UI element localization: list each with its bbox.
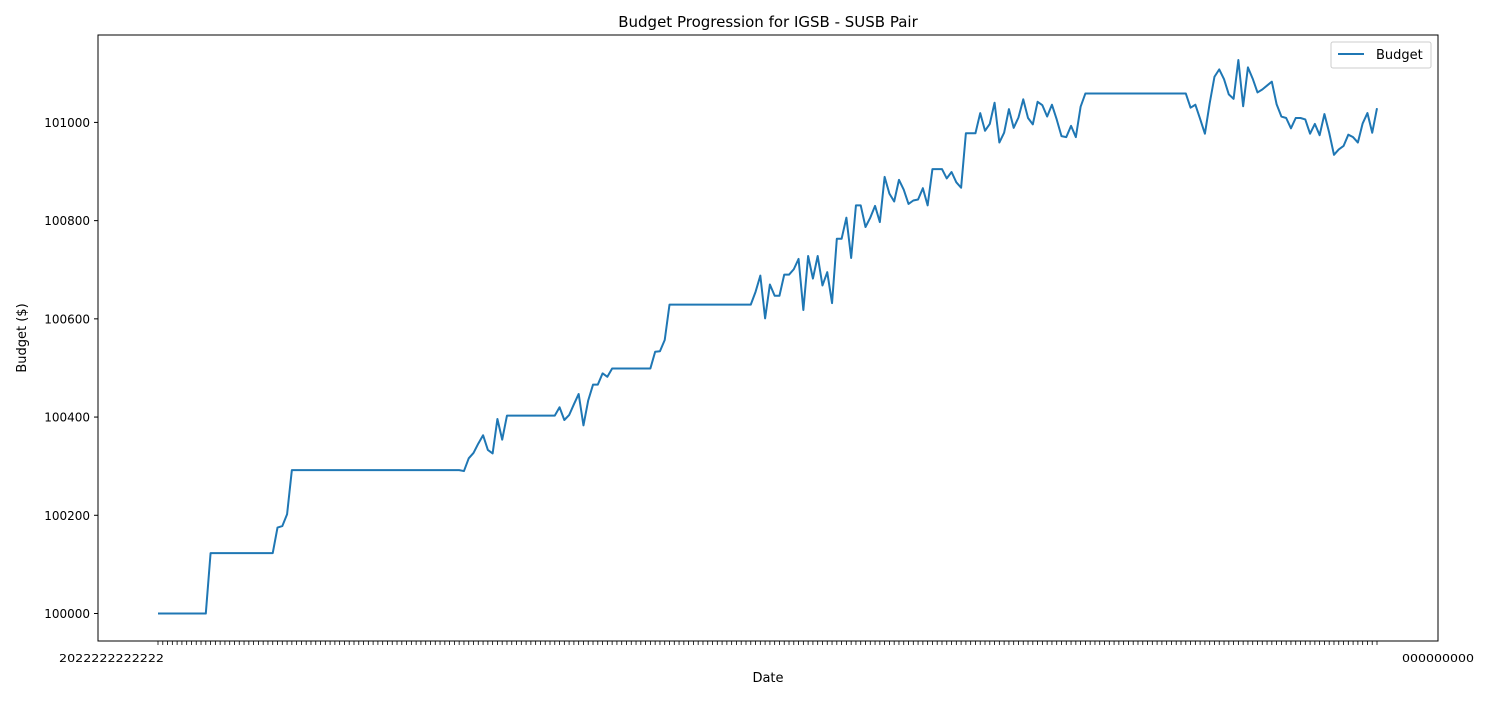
x-tick-labels-overlap-right: 000000000 (1402, 652, 1474, 665)
chart-title: Budget Progression for IGSB - SUSB Pair (618, 13, 918, 31)
y-tick-label: 100400 (44, 411, 90, 425)
legend-label-budget: Budget (1376, 48, 1423, 63)
y-axis-label: Budget ($) (15, 303, 30, 372)
y-axis-ticks: 100000 100200 100400 100600 100800 101000 (44, 116, 98, 621)
y-tick-label: 100800 (44, 214, 90, 228)
y-tick-label: 100000 (44, 607, 90, 621)
series-line-budget (158, 59, 1378, 615)
legend: Budget (1330, 41, 1432, 69)
x-tick-labels-overlap-left: 2022222222222 (59, 652, 164, 665)
x-axis-label: Date (752, 671, 783, 686)
legend-box (1330, 41, 1432, 69)
plot-area-frame (97, 34, 1439, 642)
y-tick-label: 100200 (44, 509, 90, 523)
y-tick-label: 101000 (44, 116, 90, 130)
y-tick-label: 100600 (44, 312, 90, 326)
x-axis-ticks (157, 641, 1378, 645)
